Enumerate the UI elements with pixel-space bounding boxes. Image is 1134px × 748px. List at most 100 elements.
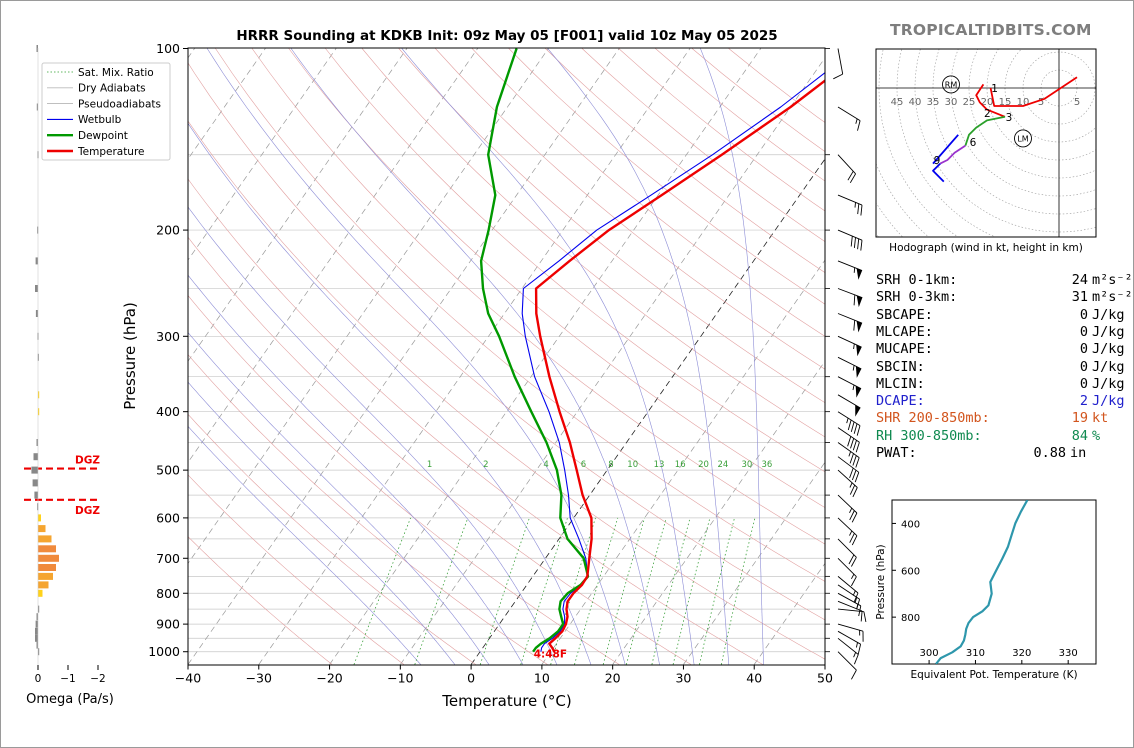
theta-frame [891, 499, 1097, 665]
wind-barb-shaft [837, 557, 857, 578]
mixing-ratio-line [520, 517, 568, 665]
hodograph-height-label: 2 [984, 108, 991, 120]
surface-temp-label: 4:48F [534, 649, 567, 661]
pseudoadiabat-line [206, 48, 626, 665]
dgz-label: DGZ [75, 505, 100, 517]
wind-barb-half-feather [854, 597, 858, 603]
omega-bar [37, 503, 39, 511]
omega-bar [33, 453, 38, 461]
wind-barb-feather [854, 472, 860, 483]
stat-value: 0.88 [1033, 445, 1066, 461]
omega-bar [36, 45, 38, 52]
wind-barb-shaft [837, 623, 864, 632]
dry-adiabat-line [398, 48, 825, 404]
wind-barb [837, 630, 862, 655]
dgz-label: DGZ [75, 455, 100, 467]
temperature-profile-line [534, 79, 825, 653]
wind-barb-flag [856, 320, 863, 333]
pseudoadiabat-line [188, 274, 524, 665]
mixing-ratio-label: 8 [608, 460, 613, 470]
dry-adiabat-line [188, 354, 548, 665]
wind-barb-flag [856, 295, 863, 308]
hodograph-ring-label: 10 [1017, 97, 1030, 108]
wind-barb-half-feather [851, 573, 855, 580]
wind-barb-half-feather [849, 482, 853, 488]
wind-barb-feather [847, 170, 854, 181]
dry-adiabat-line [188, 178, 763, 665]
dry-adiabat-line [325, 48, 825, 473]
omega-tick-label: −1 [60, 673, 75, 685]
stat-unit: in [1070, 445, 1087, 461]
omega-bar [32, 479, 38, 487]
wind-barb-shaft [837, 630, 861, 645]
hodograph-segment [975, 83, 1006, 118]
mixing-ratio-label: 2 [483, 460, 488, 470]
wind-barb-shaft [837, 584, 860, 600]
wind-barb-shaft [837, 376, 862, 390]
wind-barb-feather [847, 436, 852, 447]
hodograph-marker-circle [1014, 129, 1032, 148]
mixing-ratio-label: 36 [761, 460, 772, 470]
wind-barb-shaft [837, 427, 860, 443]
x-tick-label: −10 [387, 671, 413, 686]
wind-barb-feather [848, 554, 855, 565]
wind-barb-feather [857, 238, 860, 250]
wind-barb [837, 427, 860, 453]
brand-watermark: TROPICALTIDBITS.COM [890, 21, 1092, 39]
theta-x-tick-label: 310 [966, 648, 985, 659]
hodograph-segment [939, 144, 966, 165]
wind-barb-feather [850, 438, 855, 449]
wind-barb-feather [853, 294, 856, 306]
wind-barb-shaft [837, 411, 861, 426]
stat-value: 24 [1071, 272, 1088, 288]
hodograph-marker-circle [942, 75, 960, 94]
hodograph-ring [876, 202, 904, 237]
stat-value: 0 [1079, 375, 1088, 392]
y-tick-label: 400 [156, 404, 180, 419]
mixing-ratio-label: 1 [427, 460, 432, 470]
omega-axis-label: Omega (Pa/s) [26, 692, 114, 707]
wind-barb [837, 260, 863, 280]
wind-barb-half-feather [853, 652, 857, 658]
omega-bar [38, 545, 56, 553]
isotherm-line [188, 48, 478, 463]
dry-adiabat-line [361, 48, 825, 438]
wind-barb [837, 356, 862, 378]
hodograph-ring-label: 15 [999, 97, 1012, 108]
mixing-ratio-line [479, 517, 530, 665]
omega-bar [38, 408, 40, 416]
wind-barb-feather [852, 440, 857, 451]
wind-barb-flag [856, 344, 862, 357]
wind-barb-feather [851, 669, 857, 680]
stat-label: PWAT: [876, 445, 917, 461]
theta-x-label: Equivalent Pot. Temperature (K) [910, 669, 1077, 681]
wind-barb [837, 494, 858, 523]
hodograph-marker-label: LM [1017, 134, 1028, 143]
dry-adiabat-line [188, 236, 692, 665]
stat-value: 84 [1071, 427, 1088, 444]
isotherm-line [258, 48, 691, 665]
mixing-ratio-line [699, 517, 735, 665]
wind-barb-feather [850, 236, 853, 247]
y-tick-label: 600 [156, 510, 180, 525]
wind-barb-feather [852, 455, 857, 466]
mixing-ratio-label: 6 [581, 460, 586, 470]
wind-barb [837, 538, 857, 567]
stat-label: SBCAPE: [876, 306, 933, 323]
theta-x-tick-label: 320 [1012, 648, 1031, 659]
wind-barb-shaft [837, 538, 857, 558]
wind-barb [837, 411, 861, 436]
stat-label: MLCIN: [876, 375, 925, 392]
wind-barb-shaft [837, 608, 864, 613]
hodograph-height-label: 9 [934, 155, 941, 167]
wind-barb-feather [853, 423, 858, 434]
omega-bar [37, 226, 39, 234]
wind-barb-shaft [837, 194, 863, 206]
wind-barb-feather [855, 457, 860, 468]
pseudoadiabat-line [188, 122, 592, 665]
wind-barb [837, 600, 863, 622]
isotherm-line [400, 57, 825, 665]
theta-y-tick-label: 800 [901, 613, 920, 624]
x-tick-label: 0 [467, 671, 475, 686]
wind-barb-half-feather [853, 343, 855, 350]
